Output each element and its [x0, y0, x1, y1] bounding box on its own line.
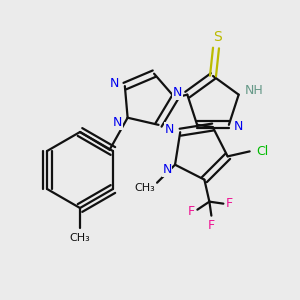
Text: CH₃: CH₃ [135, 183, 155, 193]
Text: N: N [172, 86, 182, 99]
Text: CH₃: CH₃ [70, 233, 90, 243]
Text: N: N [113, 116, 122, 129]
Text: N: N [110, 76, 119, 90]
Text: N: N [162, 163, 172, 176]
Text: F: F [226, 197, 233, 210]
Text: N: N [234, 120, 244, 133]
Text: F: F [208, 219, 215, 232]
Text: Cl: Cl [256, 145, 269, 158]
Text: N: N [164, 123, 174, 136]
Text: F: F [188, 205, 195, 218]
Text: S: S [214, 30, 222, 44]
Text: NH: NH [244, 84, 263, 97]
